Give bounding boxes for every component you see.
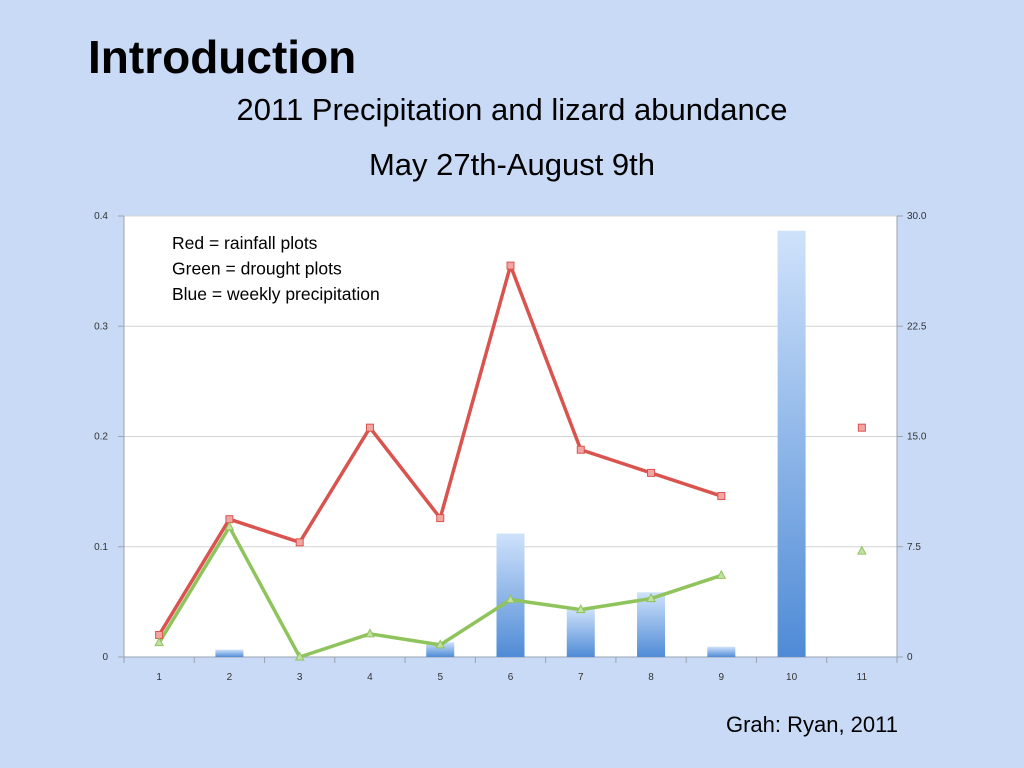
legend-annotation: Green = drought plots: [172, 259, 342, 279]
x-tick-label: 8: [648, 672, 654, 683]
series-point: [646, 593, 656, 603]
x-tick-label: 11: [857, 672, 868, 683]
x-tick-label: 1: [156, 672, 162, 683]
x-tick-label: 9: [719, 672, 725, 683]
x-tick-label: 10: [786, 672, 798, 683]
right-tick-label: 15.0: [907, 432, 927, 443]
x-tick-label: 7: [578, 672, 584, 683]
x-axis: 1 2 3 4 5 6 7 8 9 10 11: [123, 656, 898, 683]
chart-title: 2011 Precipitation and lizard abundance: [236, 92, 788, 127]
bar-series: [215, 230, 806, 657]
slide-title: Introduction: [88, 31, 357, 83]
right-tick-label: 0: [907, 652, 913, 663]
precipitation-bar: [637, 592, 666, 657]
left-tick-label: 0.1: [94, 542, 108, 553]
series-point: [294, 651, 305, 661]
x-tick-label: 3: [297, 672, 303, 683]
x-tick-label: 6: [508, 672, 514, 683]
x-tick-label: 5: [437, 672, 443, 683]
legend-annotation: Red = rainfall plots: [172, 233, 318, 253]
left-tick-label: 0: [102, 652, 108, 663]
left-axis: 0 0.1 0.2 0.3 0.4: [94, 211, 125, 663]
series-point: [575, 604, 586, 614]
series-point: [576, 445, 585, 454]
series-point: [716, 569, 727, 579]
precipitation-bar: [566, 608, 595, 657]
series-point: [857, 545, 867, 555]
series-point: [295, 538, 304, 547]
chart-subtitle: May 27th-August 9th: [368, 147, 656, 182]
series-point: [154, 637, 164, 647]
series-point: [365, 423, 374, 432]
precipitation-bar: [426, 642, 455, 657]
right-tick-label: 7.5: [907, 542, 921, 553]
series-point: [647, 468, 656, 477]
legend-annotation: Blue = weekly precipitation: [172, 284, 380, 304]
series-point: [717, 492, 726, 501]
x-tick-label: 4: [367, 672, 373, 683]
series-point: [365, 628, 375, 638]
right-tick-label: 22.5: [907, 321, 927, 332]
left-tick-label: 0.3: [94, 321, 108, 332]
series-point: [506, 261, 515, 270]
right-axis: 0 7.5 15.0 22.5 30.0: [896, 211, 927, 663]
precipitation-bar: [777, 230, 806, 657]
series-point: [857, 423, 866, 432]
left-tick-label: 0.2: [94, 432, 108, 443]
x-tick-label: 2: [227, 672, 233, 683]
left-tick-label: 0.4: [94, 211, 108, 222]
right-tick-label: 30.0: [907, 211, 927, 222]
series-point: [436, 514, 445, 523]
series-point: [435, 639, 446, 649]
legend-annotations: Red = rainfall plots Green = drought plot…: [172, 233, 380, 304]
series-point: [505, 594, 516, 604]
credit: Grah: Ryan, 2011: [725, 712, 898, 737]
precipitation-bar: [215, 649, 244, 657]
line-markers: [154, 261, 867, 661]
series-point: [224, 521, 235, 531]
precipitation-bar: [707, 646, 736, 657]
